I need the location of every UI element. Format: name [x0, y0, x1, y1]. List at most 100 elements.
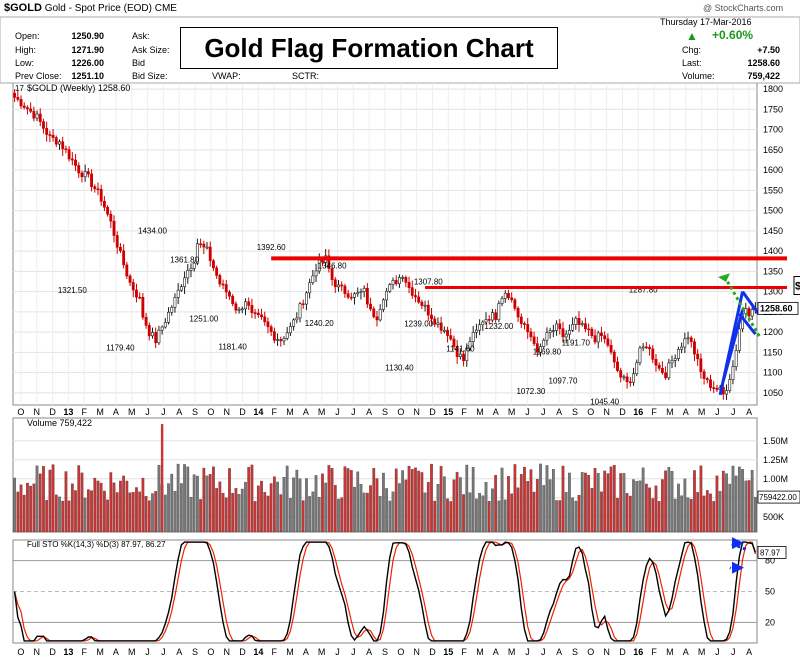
candle-body	[138, 296, 142, 299]
candle-body	[314, 270, 318, 277]
candle-body	[22, 105, 26, 108]
volume-bar	[343, 466, 347, 533]
volume-bar	[237, 494, 241, 533]
flag-pole-line	[721, 309, 745, 382]
volume-bar	[407, 465, 411, 533]
volume-bar	[314, 475, 318, 533]
price-tick-label: 1750	[763, 104, 783, 114]
candle-body	[369, 303, 372, 310]
volume-bar	[638, 480, 642, 533]
x-tick-label-top: O	[17, 407, 24, 417]
candle-body	[199, 243, 203, 246]
volume-bar	[750, 469, 754, 533]
candle-body	[481, 321, 485, 326]
volume-bar	[269, 483, 273, 533]
candle-body	[77, 165, 81, 174]
candle-body	[141, 296, 145, 318]
volume-bar	[391, 491, 395, 533]
candle-body	[231, 295, 235, 305]
candle-body	[632, 373, 635, 383]
x-tick-label-bottom: N	[223, 647, 230, 657]
x-tick-label-bottom: D	[239, 647, 246, 657]
candle-body	[404, 277, 408, 283]
quote-prevclose-label: Prev Close:	[15, 71, 62, 81]
price-annotation: 1392.60	[257, 243, 286, 252]
candle-body	[641, 346, 645, 349]
up-arrow-icon: ▲	[686, 29, 698, 43]
candle-body	[449, 335, 453, 340]
volume-bar	[324, 482, 328, 533]
volume-bar	[276, 481, 279, 533]
candle-body	[346, 293, 350, 298]
candle-body	[70, 158, 74, 161]
volume-bar	[622, 473, 626, 533]
volume-bar	[282, 476, 286, 533]
candle-body	[202, 243, 206, 248]
volume-bar	[125, 480, 129, 533]
volume-bar	[712, 501, 716, 533]
candle-body	[176, 289, 180, 298]
candle-body	[298, 303, 302, 319]
volume-bar	[478, 493, 481, 533]
volume-bar	[32, 483, 36, 533]
x-tick-label-bottom: S	[382, 647, 388, 657]
candle-body	[468, 341, 472, 349]
candle-body	[356, 292, 360, 295]
candle-body	[256, 312, 260, 316]
volume-bar	[337, 498, 340, 533]
volume-bar	[244, 481, 247, 533]
x-tick-label-top: M	[96, 407, 104, 417]
candle-body	[378, 309, 382, 321]
candle-body	[86, 171, 90, 175]
candle-body	[327, 255, 331, 269]
volume-bar	[491, 488, 494, 533]
volume-bar	[641, 467, 645, 533]
x-tick-label-bottom: M	[666, 647, 674, 657]
x-tick-label-top: N	[223, 407, 230, 417]
candle-body	[179, 286, 183, 291]
price-tick-label: 1500	[763, 206, 783, 216]
candle-body	[487, 319, 491, 321]
candle-body	[523, 323, 526, 325]
candle-body	[747, 308, 751, 317]
volume-bar	[452, 479, 456, 533]
quote-high-label: High:	[15, 45, 37, 55]
candle-body	[423, 304, 427, 307]
x-tick-label-bottom: M	[698, 647, 706, 657]
x-tick-label-top: D	[429, 407, 436, 417]
candle-body	[135, 289, 138, 298]
candle-body	[705, 378, 709, 381]
volume-bar	[74, 490, 77, 533]
candle-body	[414, 295, 417, 298]
volume-bar	[122, 475, 126, 533]
volume-bar	[144, 496, 148, 533]
quote-open-label: Open:	[15, 31, 40, 41]
volume-bar	[484, 482, 488, 533]
volume-bar	[221, 492, 225, 533]
volume-bar	[385, 488, 388, 533]
volume-bar	[664, 470, 667, 533]
candle-body	[288, 326, 292, 334]
volume-bar	[330, 468, 334, 533]
candle-body	[292, 319, 296, 327]
quote-date: Thursday 17-Mar-2016	[660, 17, 752, 27]
x-tick-label-top: J	[145, 407, 150, 417]
candle-body	[308, 282, 312, 294]
volume-bar	[398, 483, 401, 533]
volume-bar	[247, 467, 251, 533]
volume-bar	[500, 467, 504, 533]
candle-body	[491, 312, 494, 321]
x-tick-label-bottom: A	[556, 647, 562, 657]
candle-body	[439, 322, 443, 331]
partial-right-box	[793, 276, 800, 296]
volume-bar	[487, 501, 491, 533]
sto-upper-arrowhead	[732, 537, 744, 550]
x-tick-label-bottom: N	[413, 647, 420, 657]
price-annotation: 1434.00	[138, 226, 167, 235]
candle-body	[99, 189, 103, 202]
volume-bar	[468, 492, 472, 533]
volume-bar	[430, 463, 433, 533]
x-tick-label-top: A	[176, 407, 182, 417]
price-tick-label: 1050	[763, 388, 783, 398]
volume-bar	[29, 485, 33, 533]
